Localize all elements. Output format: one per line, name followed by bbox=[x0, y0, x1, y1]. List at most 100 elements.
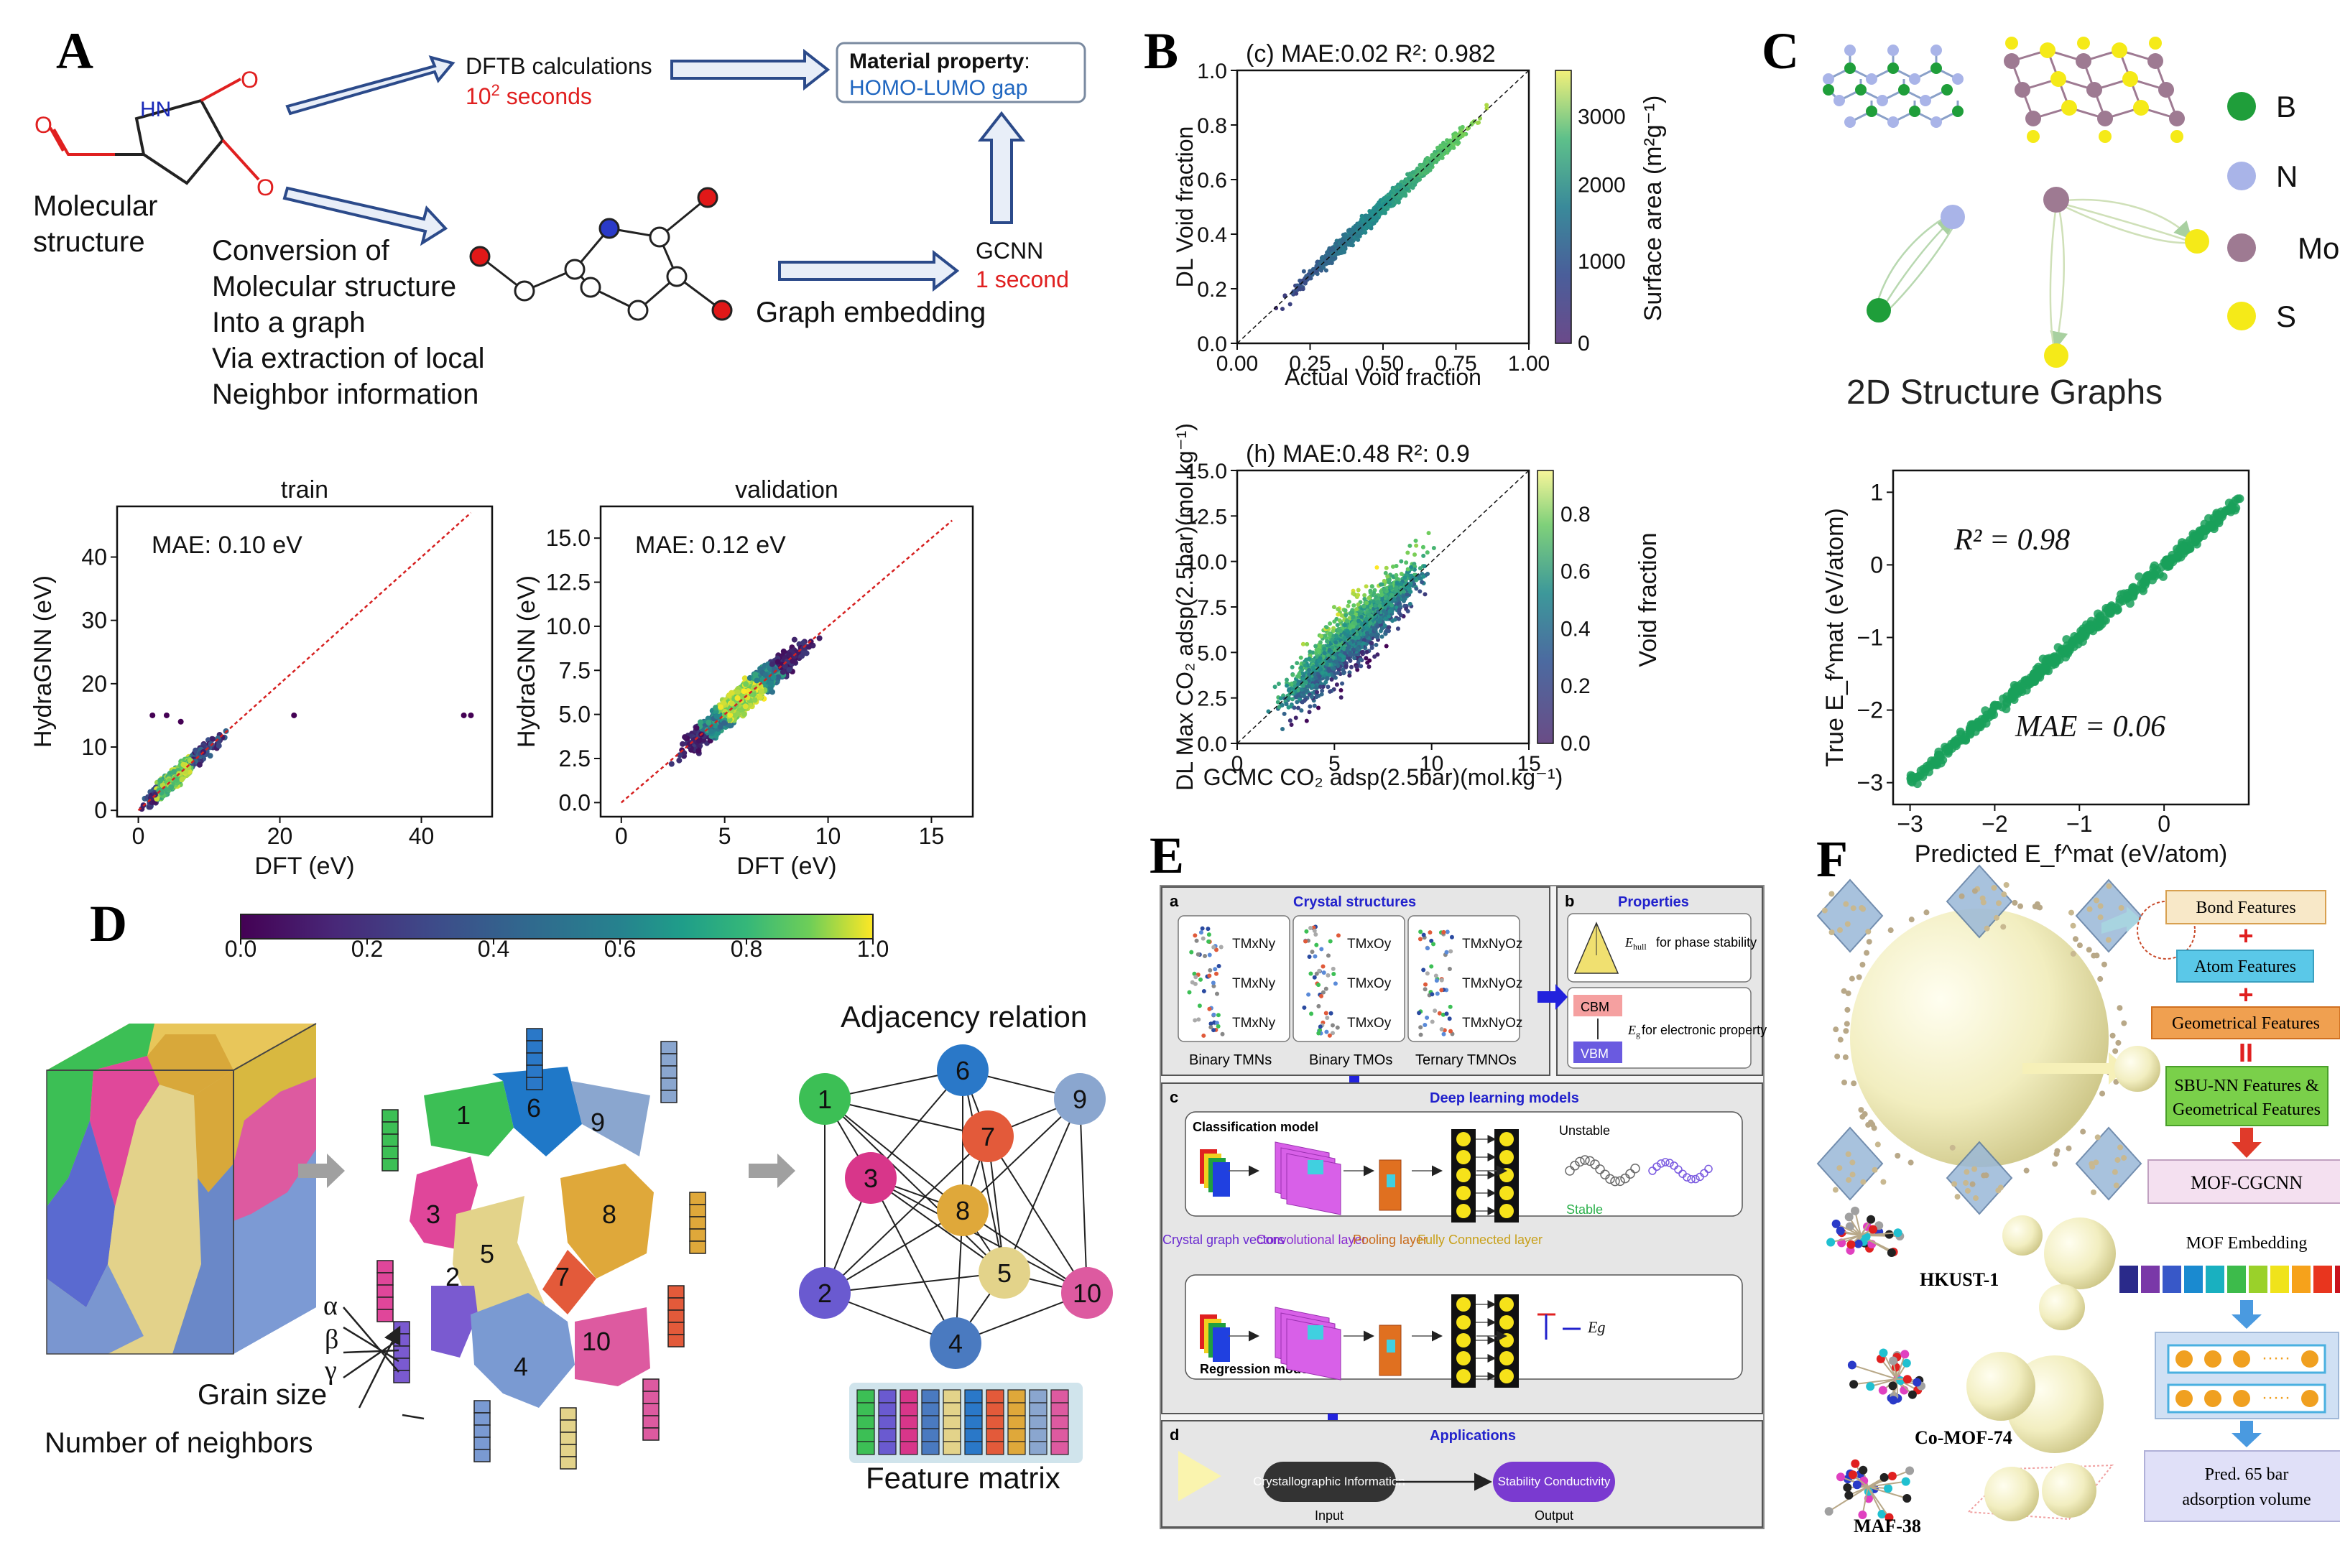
point bbox=[781, 649, 787, 654]
point bbox=[768, 680, 774, 686]
point bbox=[171, 769, 177, 775]
point bbox=[752, 672, 758, 677]
atom-hn: HN bbox=[140, 98, 171, 121]
chart-title: validation bbox=[735, 476, 838, 504]
point bbox=[695, 748, 701, 753]
point bbox=[168, 784, 174, 790]
block-arrow-to-property bbox=[672, 52, 828, 88]
gcnn-title: GCNN bbox=[976, 238, 1043, 264]
point bbox=[769, 662, 775, 667]
block-arrow-to-dftb bbox=[287, 57, 453, 113]
point bbox=[735, 695, 741, 701]
point bbox=[157, 778, 163, 784]
y-tick-label: 10.0 bbox=[546, 613, 591, 639]
y-tick-label: 0.0 bbox=[559, 789, 591, 815]
molecular-graph bbox=[471, 188, 731, 320]
panel-label-f: F bbox=[1816, 830, 1848, 888]
x-tick-label: 15 bbox=[919, 823, 945, 849]
point bbox=[197, 762, 203, 768]
y-axis-label: HydraGNN (eV) bbox=[513, 575, 540, 748]
point bbox=[669, 761, 675, 767]
point bbox=[149, 713, 155, 718]
point bbox=[718, 704, 723, 710]
y-tick-label: 1.0 bbox=[1197, 60, 1227, 83]
panel-label-c: C bbox=[1762, 22, 1799, 80]
point bbox=[727, 723, 733, 728]
y-tick-label: 0.6 bbox=[1197, 169, 1227, 192]
point bbox=[799, 653, 805, 659]
point bbox=[741, 711, 747, 717]
point bbox=[180, 762, 186, 768]
x-tick-label: 5 bbox=[718, 823, 731, 849]
point bbox=[164, 713, 170, 718]
point bbox=[741, 688, 746, 694]
x-tick-label: 0 bbox=[615, 823, 628, 849]
point bbox=[1349, 243, 1353, 247]
graph-embedding-label: Graph embedding bbox=[756, 297, 986, 328]
point bbox=[680, 741, 685, 747]
y-tick-label: 5.0 bbox=[559, 702, 591, 728]
y-tick-label: 2.5 bbox=[559, 746, 591, 771]
x-axis-label: DFT (eV) bbox=[254, 853, 354, 880]
x-tick-label: 1.00 bbox=[1508, 352, 1550, 376]
point bbox=[682, 734, 688, 740]
block-arrow-up-to-property bbox=[981, 113, 1022, 223]
atom-o2: O bbox=[241, 67, 259, 93]
point bbox=[782, 664, 788, 669]
point bbox=[752, 697, 758, 703]
y-tick-label: 0.8 bbox=[1197, 114, 1227, 138]
point bbox=[817, 635, 823, 641]
point bbox=[708, 728, 714, 734]
y-tick-label: 7.5 bbox=[559, 657, 591, 683]
point bbox=[787, 652, 792, 658]
dftb-title: DFTB calculations bbox=[466, 53, 652, 79]
dftb-time: 102 seconds bbox=[466, 81, 592, 109]
y-tick-label: 0.4 bbox=[1197, 223, 1227, 247]
point bbox=[743, 681, 749, 687]
point bbox=[743, 703, 749, 709]
atom-o3: O bbox=[256, 175, 274, 200]
panel-a-molecule: HN O O O bbox=[34, 67, 274, 200]
chart-annotation: MAE: 0.12 eV bbox=[635, 532, 786, 559]
chart-annotation: MAE: 0.10 eV bbox=[152, 532, 302, 559]
property-value: HOMO-LUMO gap bbox=[849, 76, 1027, 100]
x-tick-label: 10 bbox=[815, 823, 841, 849]
point bbox=[726, 692, 732, 698]
point bbox=[757, 695, 763, 700]
point bbox=[763, 672, 769, 678]
point bbox=[1484, 103, 1489, 107]
block-arrow-to-gcnn bbox=[780, 253, 957, 289]
y-tick-label: 10 bbox=[81, 734, 107, 760]
point bbox=[713, 705, 718, 710]
point bbox=[468, 713, 473, 718]
chart-title: train bbox=[281, 476, 328, 504]
y-tick-label: 40 bbox=[81, 544, 107, 570]
point bbox=[735, 690, 741, 695]
point bbox=[210, 736, 216, 742]
point bbox=[759, 688, 764, 694]
point bbox=[721, 720, 727, 726]
atom-o1: O bbox=[34, 112, 52, 138]
point bbox=[775, 659, 781, 665]
panel-label-a: A bbox=[56, 22, 93, 80]
x-axis-label: DFT (eV) bbox=[736, 853, 836, 880]
property-label: Material property: bbox=[849, 50, 1030, 73]
gcnn-time: 1 second bbox=[976, 266, 1069, 292]
point bbox=[806, 644, 812, 650]
point bbox=[178, 719, 184, 725]
point bbox=[676, 758, 682, 764]
point bbox=[754, 677, 759, 683]
point bbox=[1280, 307, 1285, 311]
y-tick-label: 0.2 bbox=[1197, 278, 1227, 302]
y-tick-label: 15.0 bbox=[546, 525, 591, 551]
panel-label-d: D bbox=[90, 895, 127, 952]
point bbox=[792, 637, 797, 643]
y-tick-label: 20 bbox=[81, 671, 107, 697]
x-tick-label: 40 bbox=[409, 823, 435, 849]
y-tick-label: 30 bbox=[81, 608, 107, 634]
